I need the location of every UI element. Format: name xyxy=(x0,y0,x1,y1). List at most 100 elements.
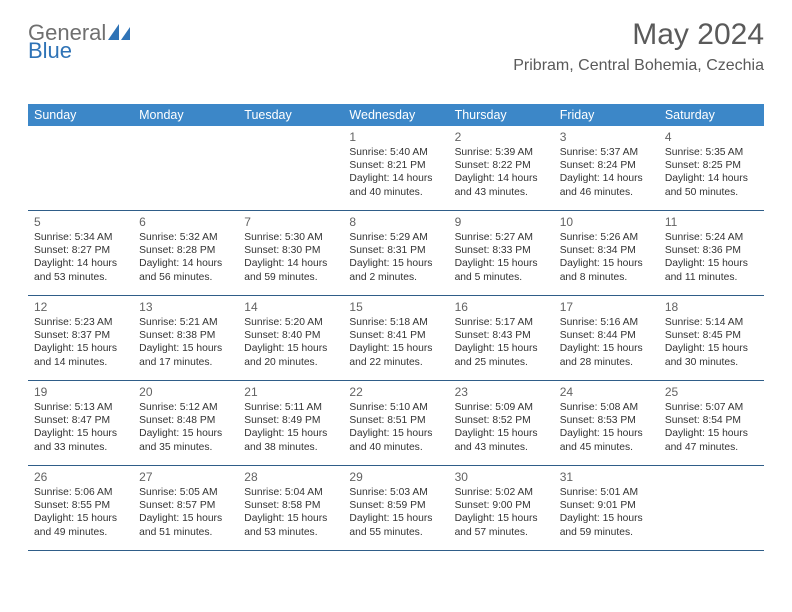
dow-header-cell: Saturday xyxy=(659,108,764,122)
day-info: Sunrise: 5:40 AMSunset: 8:21 PMDaylight:… xyxy=(349,146,442,199)
calendar-day-cell: 23Sunrise: 5:09 AMSunset: 8:52 PMDayligh… xyxy=(449,381,554,465)
sunset-text: Sunset: 8:59 PM xyxy=(349,499,442,512)
sunset-text: Sunset: 8:33 PM xyxy=(455,244,548,257)
day-number: 27 xyxy=(139,470,232,484)
sunrise-text: Sunrise: 5:12 AM xyxy=(139,401,232,414)
sunset-text: Sunset: 8:37 PM xyxy=(34,329,127,342)
sunset-text: Sunset: 8:49 PM xyxy=(244,414,337,427)
day-info: Sunrise: 5:14 AMSunset: 8:45 PMDaylight:… xyxy=(665,316,758,369)
sunrise-text: Sunrise: 5:08 AM xyxy=(560,401,653,414)
calendar-day-cell: 16Sunrise: 5:17 AMSunset: 8:43 PMDayligh… xyxy=(449,296,554,380)
day-number: 15 xyxy=(349,300,442,314)
day-info: Sunrise: 5:26 AMSunset: 8:34 PMDaylight:… xyxy=(560,231,653,284)
day-info: Sunrise: 5:05 AMSunset: 8:57 PMDaylight:… xyxy=(139,486,232,539)
calendar-week-row: 19Sunrise: 5:13 AMSunset: 8:47 PMDayligh… xyxy=(28,381,764,466)
daylight-text: Daylight: 15 hours and 45 minutes. xyxy=(560,427,653,453)
daylight-text: Daylight: 14 hours and 56 minutes. xyxy=(139,257,232,283)
sunset-text: Sunset: 8:43 PM xyxy=(455,329,548,342)
day-info: Sunrise: 5:27 AMSunset: 8:33 PMDaylight:… xyxy=(455,231,548,284)
header-right: May 2024 Pribram, Central Bohemia, Czech… xyxy=(513,18,764,75)
sunrise-text: Sunrise: 5:29 AM xyxy=(349,231,442,244)
calendar-weeks: 1Sunrise: 5:40 AMSunset: 8:21 PMDaylight… xyxy=(28,126,764,551)
sunset-text: Sunset: 8:51 PM xyxy=(349,414,442,427)
daylight-text: Daylight: 14 hours and 40 minutes. xyxy=(349,172,442,198)
daylight-text: Daylight: 14 hours and 53 minutes. xyxy=(34,257,127,283)
calendar-day-cell: 6 Sunrise: 5:32 AMSunset: 8:28 PMDaylight… xyxy=(133,211,238,295)
calendar-day-cell: 22Sunrise: 5:10 AMSunset: 8:51 PMDayligh… xyxy=(343,381,448,465)
day-info: Sunrise: 5:17 AMSunset: 8:43 PMDaylight:… xyxy=(455,316,548,369)
sunset-text: Sunset: 8:57 PM xyxy=(139,499,232,512)
calendar-day-cell: 28Sunrise: 5:04 AMSunset: 8:58 PMDayligh… xyxy=(238,466,343,550)
calendar-day-cell: 25Sunrise: 5:07 AMSunset: 8:54 PMDayligh… xyxy=(659,381,764,465)
day-info: Sunrise: 5:16 AMSunset: 8:44 PMDaylight:… xyxy=(560,316,653,369)
day-info: Sunrise: 5:23 AMSunset: 8:37 PMDaylight:… xyxy=(34,316,127,369)
calendar-day-cell: 11Sunrise: 5:24 AMSunset: 8:36 PMDayligh… xyxy=(659,211,764,295)
sunrise-text: Sunrise: 5:14 AM xyxy=(665,316,758,329)
day-number: 25 xyxy=(665,385,758,399)
day-info: Sunrise: 5:34 AMSunset: 8:27 PMDaylight:… xyxy=(34,231,127,284)
sunrise-text: Sunrise: 5:40 AM xyxy=(349,146,442,159)
day-info: Sunrise: 5:20 AMSunset: 8:40 PMDaylight:… xyxy=(244,316,337,369)
daylight-text: Daylight: 15 hours and 51 minutes. xyxy=(139,512,232,538)
day-number: 6 xyxy=(139,215,232,229)
calendar-day-cell: 24Sunrise: 5:08 AMSunset: 8:53 PMDayligh… xyxy=(554,381,659,465)
sunset-text: Sunset: 8:24 PM xyxy=(560,159,653,172)
calendar: SundayMondayTuesdayWednesdayThursdayFrid… xyxy=(28,104,764,551)
calendar-day-cell: 2Sunrise: 5:39 AMSunset: 8:22 PMDaylight… xyxy=(449,126,554,210)
day-info: Sunrise: 5:32 AMSunset: 8:28 PMDaylight:… xyxy=(139,231,232,284)
day-number: 24 xyxy=(560,385,653,399)
day-number: 13 xyxy=(139,300,232,314)
calendar-day-cell xyxy=(659,466,764,550)
day-number: 21 xyxy=(244,385,337,399)
calendar-day-cell: 19Sunrise: 5:13 AMSunset: 8:47 PMDayligh… xyxy=(28,381,133,465)
calendar-day-cell: 18 Sunrise: 5:14 AMSunset: 8:45 PMDayligh… xyxy=(659,296,764,380)
sunset-text: Sunset: 8:52 PM xyxy=(455,414,548,427)
calendar-day-cell: 27 Sunrise: 5:05 AMSunset: 8:57 PMDayligh… xyxy=(133,466,238,550)
sunset-text: Sunset: 8:44 PM xyxy=(560,329,653,342)
day-number: 31 xyxy=(560,470,653,484)
sunrise-text: Sunrise: 5:26 AM xyxy=(560,231,653,244)
dow-header-cell: Sunday xyxy=(28,108,133,122)
daylight-text: Daylight: 15 hours and 47 minutes. xyxy=(665,427,758,453)
daylight-text: Daylight: 15 hours and 43 minutes. xyxy=(455,427,548,453)
sail-icon xyxy=(108,20,130,45)
sunset-text: Sunset: 8:48 PM xyxy=(139,414,232,427)
sunrise-text: Sunrise: 5:21 AM xyxy=(139,316,232,329)
sunset-text: Sunset: 8:21 PM xyxy=(349,159,442,172)
day-info: Sunrise: 5:21 AMSunset: 8:38 PMDaylight:… xyxy=(139,316,232,369)
sunset-text: Sunset: 8:22 PM xyxy=(455,159,548,172)
sunrise-text: Sunrise: 5:16 AM xyxy=(560,316,653,329)
calendar-day-cell: 3Sunrise: 5:37 AMSunset: 8:24 PMDaylight… xyxy=(554,126,659,210)
calendar-day-cell: 29Sunrise: 5:03 AMSunset: 8:59 PMDayligh… xyxy=(343,466,448,550)
daylight-text: Daylight: 15 hours and 53 minutes. xyxy=(244,512,337,538)
day-info: Sunrise: 5:01 AMSunset: 9:01 PMDaylight:… xyxy=(560,486,653,539)
sunset-text: Sunset: 8:34 PM xyxy=(560,244,653,257)
sunrise-text: Sunrise: 5:06 AM xyxy=(34,486,127,499)
calendar-day-cell: 21Sunrise: 5:11 AMSunset: 8:49 PMDayligh… xyxy=(238,381,343,465)
sunrise-text: Sunrise: 5:01 AM xyxy=(560,486,653,499)
day-number: 22 xyxy=(349,385,442,399)
sunset-text: Sunset: 8:55 PM xyxy=(34,499,127,512)
day-info: Sunrise: 5:13 AMSunset: 8:47 PMDaylight:… xyxy=(34,401,127,454)
day-number: 14 xyxy=(244,300,337,314)
day-info: Sunrise: 5:39 AMSunset: 8:22 PMDaylight:… xyxy=(455,146,548,199)
day-number: 20 xyxy=(139,385,232,399)
day-info: Sunrise: 5:09 AMSunset: 8:52 PMDaylight:… xyxy=(455,401,548,454)
day-info: Sunrise: 5:02 AMSunset: 9:00 PMDaylight:… xyxy=(455,486,548,539)
daylight-text: Daylight: 15 hours and 20 minutes. xyxy=(244,342,337,368)
sunrise-text: Sunrise: 5:23 AM xyxy=(34,316,127,329)
day-info: Sunrise: 5:12 AMSunset: 8:48 PMDaylight:… xyxy=(139,401,232,454)
sunrise-text: Sunrise: 5:02 AM xyxy=(455,486,548,499)
sunset-text: Sunset: 8:58 PM xyxy=(244,499,337,512)
sunrise-text: Sunrise: 5:11 AM xyxy=(244,401,337,414)
day-number: 18 xyxy=(665,300,758,314)
sunset-text: Sunset: 8:28 PM xyxy=(139,244,232,257)
day-number: 7 xyxy=(244,215,337,229)
day-info: Sunrise: 5:37 AMSunset: 8:24 PMDaylight:… xyxy=(560,146,653,199)
sunset-text: Sunset: 8:47 PM xyxy=(34,414,127,427)
sunrise-text: Sunrise: 5:04 AM xyxy=(244,486,337,499)
sunrise-text: Sunrise: 5:13 AM xyxy=(34,401,127,414)
sunset-text: Sunset: 9:01 PM xyxy=(560,499,653,512)
calendar-day-cell: 30Sunrise: 5:02 AMSunset: 9:00 PMDayligh… xyxy=(449,466,554,550)
calendar-day-cell: 1Sunrise: 5:40 AMSunset: 8:21 PMDaylight… xyxy=(343,126,448,210)
